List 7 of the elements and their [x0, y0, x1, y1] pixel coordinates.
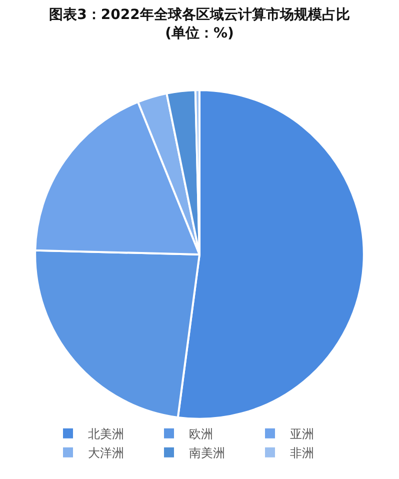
legend-label: 大洋洲 [88, 446, 124, 460]
legend-label: 亚洲 [290, 427, 314, 442]
chart-title: 图表3：2022年全球各区域云计算市场规模占比 (单位：%) [49, 6, 350, 42]
legend-label: 欧洲 [189, 427, 213, 442]
legend-label: 北美洲 [88, 427, 124, 442]
legend-label: 南美洲 [189, 446, 225, 460]
legend-label: 非洲 [290, 446, 314, 460]
